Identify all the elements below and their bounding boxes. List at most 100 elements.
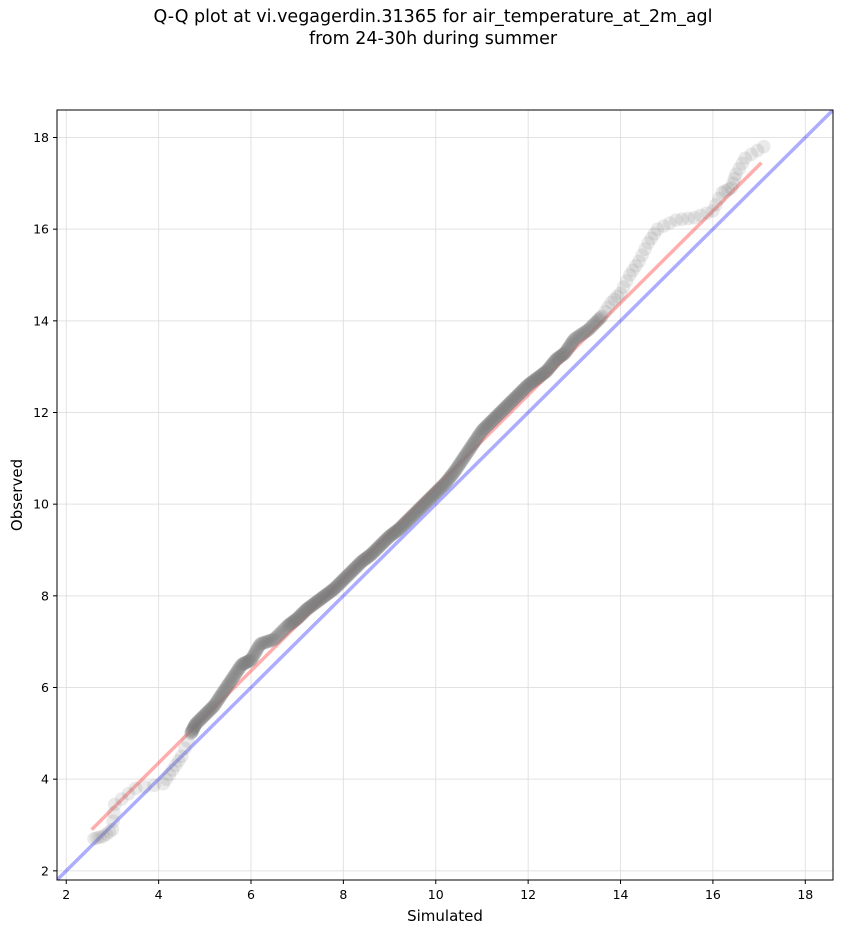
data-point xyxy=(469,432,483,447)
data-point xyxy=(442,471,456,486)
data-point xyxy=(552,350,566,365)
data-point xyxy=(432,482,446,497)
data-point xyxy=(712,191,726,206)
data-point xyxy=(506,392,521,407)
data-point xyxy=(432,481,447,496)
data-point xyxy=(205,700,220,714)
data-point xyxy=(543,359,558,374)
data-point xyxy=(553,350,567,364)
data-point xyxy=(279,620,293,635)
data-point xyxy=(322,586,336,600)
data-point xyxy=(333,576,347,590)
x-tick-label: 6 xyxy=(247,887,255,902)
data-point xyxy=(371,540,386,555)
data-point xyxy=(337,571,352,586)
data-point xyxy=(323,585,337,599)
data-point xyxy=(573,328,588,343)
data-point xyxy=(574,327,589,342)
data-point xyxy=(498,401,512,415)
data-point xyxy=(162,767,177,782)
data-point xyxy=(481,417,496,432)
data-point xyxy=(185,723,200,737)
data-point xyxy=(99,827,114,841)
data-point xyxy=(137,780,152,794)
x-tick-label: 18 xyxy=(797,887,813,902)
data-point xyxy=(429,485,444,499)
data-point xyxy=(454,455,468,470)
data-point xyxy=(195,710,209,725)
scatter-points xyxy=(87,139,771,846)
data-point xyxy=(211,693,225,707)
data-point xyxy=(490,408,505,422)
data-point xyxy=(250,642,264,657)
data-point xyxy=(709,197,723,212)
data-point xyxy=(236,656,251,671)
data-point xyxy=(121,786,136,801)
data-point xyxy=(483,416,497,430)
data-point xyxy=(343,566,357,581)
data-point xyxy=(190,715,205,730)
data-point xyxy=(362,548,377,563)
data-point xyxy=(594,310,608,325)
data-point xyxy=(529,371,544,386)
data-point xyxy=(706,204,720,218)
data-point xyxy=(276,623,290,638)
data-point xyxy=(364,547,379,561)
data-point xyxy=(190,716,204,730)
data-point xyxy=(345,564,359,579)
data-point xyxy=(732,162,746,176)
data-point xyxy=(252,638,267,652)
data-point xyxy=(557,346,572,361)
fit-line xyxy=(90,161,763,831)
data-point xyxy=(217,684,231,698)
data-point xyxy=(570,330,585,345)
data-point xyxy=(551,351,566,365)
data-point xyxy=(544,358,559,373)
data-point xyxy=(556,347,571,361)
data-point xyxy=(184,726,198,741)
data-point xyxy=(300,601,315,616)
data-point xyxy=(422,492,436,507)
data-point xyxy=(510,389,524,403)
data-point xyxy=(669,213,683,227)
data-point xyxy=(527,373,541,388)
data-point xyxy=(358,552,372,566)
data-point xyxy=(320,587,334,602)
data-point xyxy=(204,701,219,716)
data-point xyxy=(295,607,309,621)
data-point xyxy=(333,575,348,590)
data-point xyxy=(656,219,671,233)
data-point xyxy=(547,354,562,369)
data-point xyxy=(442,471,457,485)
data-point xyxy=(308,596,322,610)
data-point xyxy=(568,331,583,346)
data-point xyxy=(336,572,351,587)
data-point xyxy=(227,668,242,683)
data-point xyxy=(202,703,217,718)
data-point xyxy=(500,399,514,413)
data-point xyxy=(344,565,359,579)
data-point xyxy=(451,459,465,473)
data-point xyxy=(540,363,555,378)
data-point xyxy=(528,372,543,387)
data-point xyxy=(457,450,471,465)
y-tick-label: 12 xyxy=(33,405,49,420)
data-point xyxy=(243,653,258,668)
data-point xyxy=(629,259,643,273)
data-point xyxy=(459,447,473,462)
data-point xyxy=(508,390,523,405)
data-point xyxy=(106,814,120,828)
data-point xyxy=(255,636,270,651)
data-point xyxy=(328,581,342,596)
data-point xyxy=(567,332,582,346)
data-point xyxy=(492,407,506,421)
data-point xyxy=(196,710,210,724)
data-point xyxy=(287,614,301,629)
data-point xyxy=(337,572,351,586)
data-point xyxy=(245,650,260,665)
data-point xyxy=(208,697,223,711)
data-point xyxy=(493,405,508,420)
data-point xyxy=(472,427,487,442)
data-point xyxy=(433,481,448,495)
data-point xyxy=(461,443,476,458)
